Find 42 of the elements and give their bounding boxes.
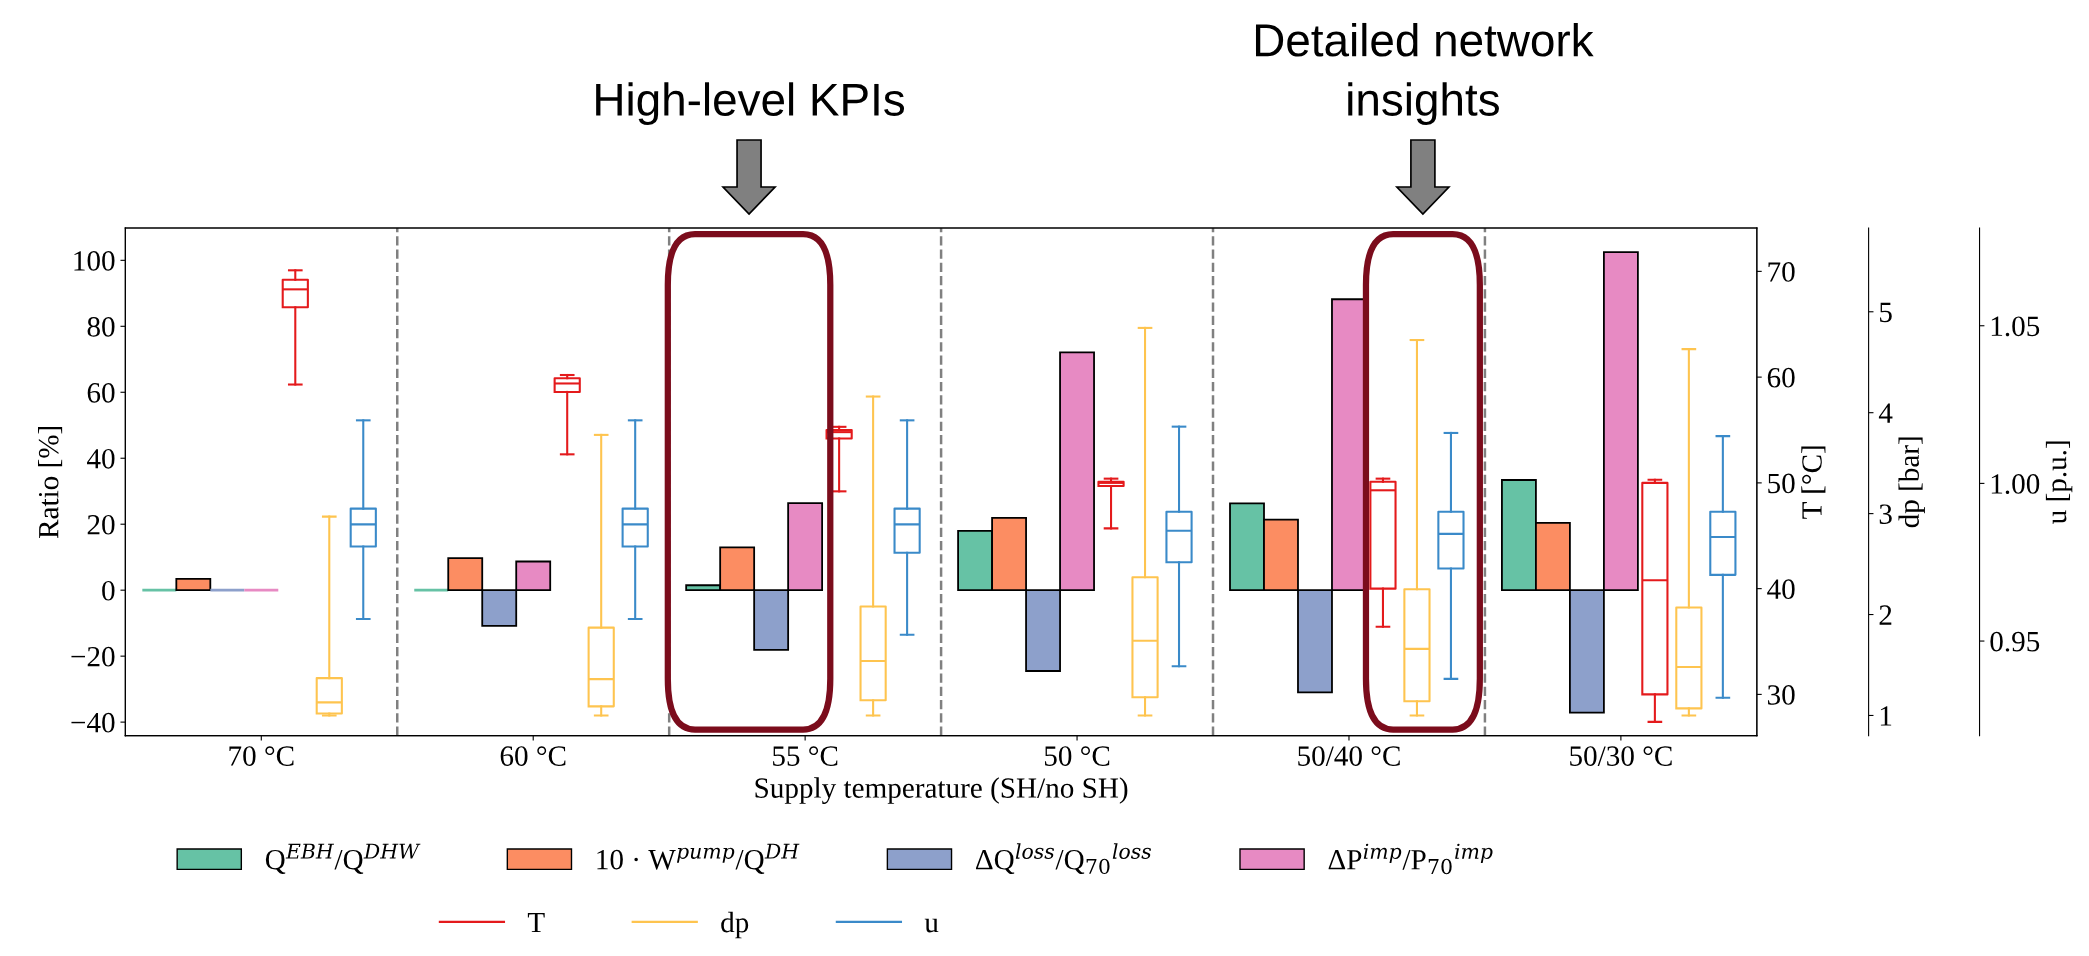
y3-tick-label: 2	[1879, 605, 1892, 625]
x-tick-label: 50/40 °C	[1298, 746, 1400, 766]
text: High-level KPIs	[596, 82, 905, 125]
y-axis-title: u [p.u.]	[2045, 441, 2073, 524]
x-tick-label: 55 °C	[773, 746, 838, 766]
y-tick-label: 20	[87, 514, 115, 535]
x-tick-label: 60 °C	[500, 746, 566, 766]
legend-label: u	[924, 918, 939, 933]
y-tick-label: −40	[71, 712, 115, 733]
y2-tick-label: 50	[1768, 473, 1795, 494]
legend-label: ΔQ$^{loss}$/Q$_{70}$$^{loss}$	[975, 843, 1151, 875]
y-tick-label: 40	[87, 448, 115, 469]
y-tick-label: 60	[87, 382, 115, 403]
x-tick-label: 50/30 °C	[1570, 746, 1672, 766]
legend-label: 10 · W$^{pump}$/Q$^{DH}$	[597, 843, 800, 874]
y3-axis-title: dp [bar]	[1898, 437, 1925, 528]
y2-axis-title: T [°C]	[1801, 446, 1826, 519]
x-axis-title: Supply temperature (SH/no SH)	[755, 777, 1128, 804]
legend-label: dp	[721, 911, 749, 939]
legend-label: ΔP$^{imp}$/P$_{70}$$^{imp}$	[1328, 843, 1493, 875]
x-tick-label: 50 °C	[1044, 746, 1110, 766]
y3-tick-label: 5	[1880, 302, 1892, 323]
y2-tick-label: 70	[1768, 262, 1795, 282]
y-tick-label: 1.00	[1991, 474, 2040, 494]
legend-label: T	[527, 913, 545, 933]
y-tick-label: 80	[87, 317, 115, 337]
text: Detailed network insights	[1255, 22, 1594, 125]
y3-tick-label: 1	[1880, 706, 1892, 726]
y-tick-label: 0.95	[1990, 631, 2040, 652]
y3-tick-label: 3	[1879, 504, 1892, 525]
y-tick-label: −20	[71, 646, 115, 667]
y-tick-label: 0	[102, 580, 115, 601]
y-tick-label: 100	[74, 251, 115, 271]
bar	[175, 578, 212, 592]
y2-tick-label: 40	[1767, 579, 1795, 600]
y2-tick-label: 30	[1767, 685, 1795, 705]
y-axis-title: Ratio [%]	[38, 426, 63, 539]
y2-tick-label: 60	[1767, 367, 1795, 388]
x-tick-label: 70 °C	[229, 746, 294, 766]
y3-tick-label: 4	[1878, 403, 1893, 423]
y-tick-label: 1.05	[1991, 316, 2040, 337]
legend-label: Q$^{EBH}$/Q$^{DHW}$	[265, 843, 421, 874]
